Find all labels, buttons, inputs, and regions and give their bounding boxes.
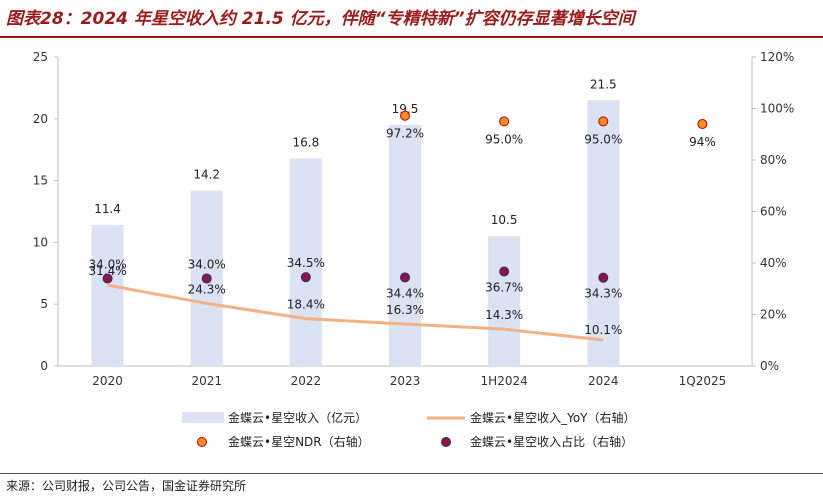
revenue-share-point [300, 272, 311, 283]
revenue-share-point [201, 273, 212, 284]
ndr-point [697, 118, 708, 129]
x-axis-tick-label: 2021 [191, 374, 222, 388]
right-axis-tick-label: 120% [760, 50, 794, 64]
revenue-share-label: 34.3% [584, 287, 622, 301]
revenue-share-label: 34.4% [386, 286, 424, 300]
revenue-bar-label: 21.5 [590, 77, 617, 91]
revenue-bar [587, 100, 620, 366]
yoy-label: 24.3% [188, 282, 226, 296]
revenue-share-point [598, 272, 609, 283]
revenue-bar [488, 236, 521, 366]
yoy-label: 31.4% [89, 264, 127, 278]
x-axis-tick-label: 2023 [390, 374, 421, 388]
revenue-bar-label: 10.5 [491, 213, 518, 227]
yoy-label: 10.1% [584, 323, 622, 337]
right-axis-tick-label: 0% [760, 359, 779, 373]
legend-label-revenue: 金蝶云•星空收入（亿元） [228, 410, 367, 425]
left-axis-tick-label: 25 [33, 50, 48, 64]
ndr-label: 94% [689, 135, 716, 149]
yoy-label: 16.3% [386, 303, 424, 317]
title-bar: 图表28：2024 年星空收入约 21.5 亿元，伴随“专精特新”扩容仍存显著增… [0, 0, 823, 38]
right-axis-tick-label: 40% [760, 256, 787, 270]
ndr-label: 95.0% [485, 132, 523, 146]
revenue-bar [91, 225, 124, 366]
yoy-label: 18.4% [287, 298, 325, 312]
ndr-point [499, 116, 510, 127]
legend-label-yoy: 金蝶云•星空收入_YoY（右轴） [470, 410, 636, 425]
revenue-bar [289, 158, 322, 366]
x-axis-tick-label: 1Q2025 [679, 374, 727, 388]
revenue-share-point [102, 273, 113, 284]
revenue-bar-label: 14.2 [193, 167, 220, 181]
revenue-share-label: 34.0% [89, 257, 127, 271]
x-axis-tick-label: 2024 [588, 374, 619, 388]
x-axis-tick-label: 1H2024 [481, 374, 528, 388]
left-axis-tick-label: 10 [33, 235, 48, 249]
revenue-share-label: 36.7% [485, 280, 523, 294]
ndr-label: 95.0% [584, 132, 622, 146]
combo-chart: 0 5 10 15 20 25 0% 20% 40% 60% 80% 100% 120% 2020 2021… [33, 50, 795, 449]
yoy-line [107, 283, 604, 342]
revenue-share-label: 34.5% [287, 256, 325, 270]
revenue-bar-label: 11.4 [94, 202, 121, 216]
x-axis-tick-label: 2022 [291, 374, 322, 388]
legend-label-share: 金蝶云•星空收入占比（右轴） [470, 434, 633, 449]
legend-swatch-share [441, 437, 451, 447]
legend-swatch-ndr [197, 437, 207, 447]
legend-swatch-revenue [182, 412, 224, 423]
ndr-point [598, 116, 609, 127]
left-axis-tick-label: 5 [40, 297, 48, 311]
revenue-share-label: 34.0% [188, 257, 226, 271]
revenue-bar [389, 124, 421, 366]
right-axis-tick-label: 100% [760, 102, 794, 116]
right-axis-tick-label: 80% [760, 153, 787, 167]
source-divider [0, 473, 823, 474]
yoy-label: 14.3% [485, 308, 523, 322]
source-note: 来源：公司财报，公司公告，国金证券研究所 [6, 479, 247, 493]
revenue-share-point [400, 272, 410, 283]
x-axis-tick-label: 2020 [92, 374, 123, 388]
right-axis-tick-label: 20% [760, 308, 787, 322]
left-axis-tick-label: 15 [33, 174, 48, 188]
legend-label-ndr: 金蝶云•星空NDR（右轴） [228, 434, 370, 449]
revenue-bar-label: 16.8 [292, 135, 319, 149]
ndr-point [400, 110, 410, 121]
right-axis-tick-label: 60% [760, 205, 787, 219]
figure-title: 图表28：2024 年星空收入约 21.5 亿元，伴随“专精特新”扩容仍存显著增… [6, 9, 635, 29]
left-axis-tick-label: 20 [33, 112, 48, 126]
revenue-bar-label: 19.5 [392, 102, 419, 116]
left-axis-tick-label: 0 [40, 359, 48, 373]
revenue-share-point [499, 266, 510, 277]
ndr-label: 97.2% [386, 127, 424, 141]
